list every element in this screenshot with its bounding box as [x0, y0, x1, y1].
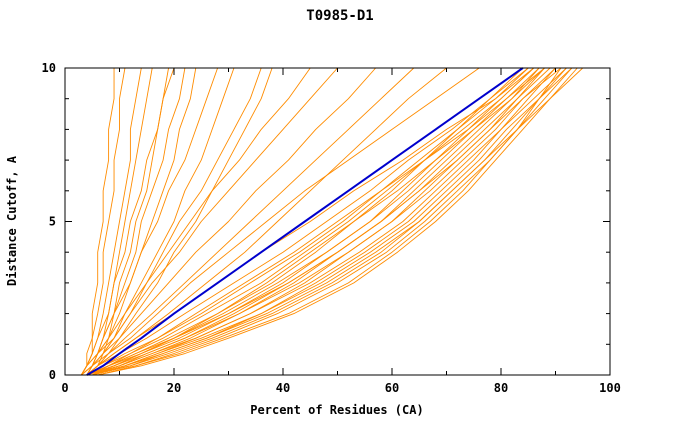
x-tick-label: 20 — [167, 381, 181, 395]
model-curve-model-03 — [92, 67, 540, 376]
model-curve-model-08 — [86, 67, 556, 376]
x-tick-label: 40 — [276, 381, 290, 395]
model-curve-model-37 — [80, 67, 175, 376]
model-curve-model-29 — [80, 68, 115, 376]
x-tick-label: 0 — [61, 381, 68, 395]
model-curve-model-10 — [86, 67, 562, 376]
y-tick-label: 5 — [49, 215, 56, 229]
curves-layer — [80, 67, 584, 376]
chart-title: T0985-D1 — [306, 8, 373, 24]
highlight-curve-target-model — [86, 67, 524, 376]
model-curve-model-21 — [92, 67, 545, 376]
y-tick-label: 10 — [42, 61, 56, 75]
axes-layer: 0 20 40 60 80 100 0 5 10 — [42, 61, 621, 395]
model-curve-model-23 — [86, 67, 447, 376]
model-curve-model-19 — [92, 67, 545, 376]
x-axis-label: Percent of Residues (CA) — [250, 403, 423, 417]
model-curve-model-40 — [86, 67, 262, 376]
model-curve-model-11 — [92, 67, 567, 376]
model-curve-model-14 — [92, 67, 573, 376]
model-curve-model-39 — [80, 67, 219, 376]
x-tick-label: 80 — [494, 381, 508, 395]
y-tick-label: 0 — [49, 368, 56, 382]
y-axis-label: Distance Cutoff, A — [5, 155, 19, 286]
x-tick-label: 60 — [385, 381, 399, 395]
model-curve-model-27 — [86, 67, 480, 376]
model-curve-model-17 — [86, 67, 529, 376]
model-curve-model-15 — [97, 67, 578, 376]
model-curve-model-36 — [86, 67, 273, 376]
x-tick-label: 100 — [599, 381, 621, 395]
model-curve-model-22 — [97, 67, 562, 376]
model-curve-model-12 — [86, 67, 567, 376]
